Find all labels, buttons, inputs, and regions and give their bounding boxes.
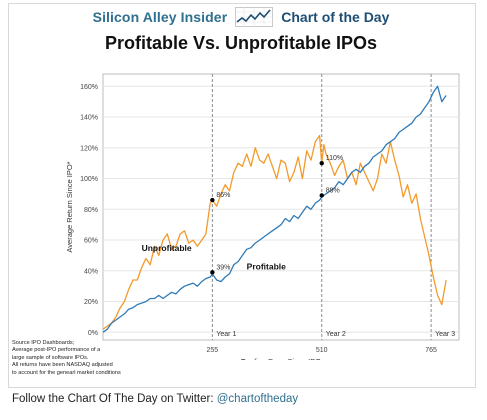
data-label: 110% xyxy=(326,155,343,162)
plot-area xyxy=(102,73,460,341)
series-line-unprofitable xyxy=(102,134,447,330)
chart-title: Profitable Vs. Unprofitable IPOs xyxy=(104,33,378,53)
y-tick-label: 20% xyxy=(84,299,98,306)
source-line: Source IPO Dashboards; xyxy=(12,340,75,346)
masthead: Silicon Alley Insider Chart of the Day xyxy=(8,3,474,31)
section-name: Chart of the Day xyxy=(281,9,390,25)
source-line: to account for the genearl market condit… xyxy=(12,369,121,376)
brand-name: Silicon Alley Insider xyxy=(92,9,228,25)
x-axis-label: Trading Days Since IPO xyxy=(241,357,321,360)
data-point xyxy=(319,193,324,198)
footer-text: Follow the Chart Of The Day on Twitter: xyxy=(12,393,217,405)
source-line: All returns have been NASDAQ adjusted xyxy=(12,362,113,369)
y-tick-label: 120% xyxy=(80,145,98,152)
y-axis-label: Average Return Since IPO* xyxy=(65,161,74,252)
source-note: Source IPO Dashboards; Average post-IPO … xyxy=(12,340,172,377)
data-point xyxy=(319,160,324,166)
data-label: 39% xyxy=(216,264,230,271)
source-line: large sample of software IPOs. xyxy=(12,354,89,361)
data-label: 89% xyxy=(326,187,340,194)
y-tick-label: 0% xyxy=(88,330,98,337)
y-tick-label: 160% xyxy=(80,84,98,91)
x-tick-label: 255 xyxy=(207,347,219,354)
data-point xyxy=(210,270,215,275)
footer: Follow the Chart Of The Day on Twitter: … xyxy=(12,393,298,405)
twitter-handle-link[interactable]: @chartoftheday xyxy=(216,393,299,405)
y-tick-label: 100% xyxy=(80,176,98,183)
data-label: 86% xyxy=(216,192,230,199)
y-tick-label: 40% xyxy=(84,268,98,275)
series-label: Unprofitable xyxy=(142,243,192,253)
year-marker-label: Year 2 xyxy=(326,331,346,338)
series-label: Profitable xyxy=(247,261,286,271)
sparkline-icon xyxy=(235,7,274,27)
y-tick-label: 140% xyxy=(80,115,98,122)
line-chart: 0% 20% 40% 60% 80% 100% 120% 140% 160% 255 510 765 Y… xyxy=(65,73,460,360)
source-line: Average post-IPO performance of a xyxy=(12,347,101,354)
x-tick-label: 510 xyxy=(316,347,328,354)
series-line-profitable xyxy=(102,85,447,333)
y-tick-label: 80% xyxy=(84,207,98,214)
data-point xyxy=(210,197,215,203)
x-tick-label: 765 xyxy=(425,347,437,354)
y-tick-label: 60% xyxy=(84,238,98,245)
year-marker-label: Year 1 xyxy=(216,331,236,338)
year-marker-label: Year 3 xyxy=(435,331,455,338)
